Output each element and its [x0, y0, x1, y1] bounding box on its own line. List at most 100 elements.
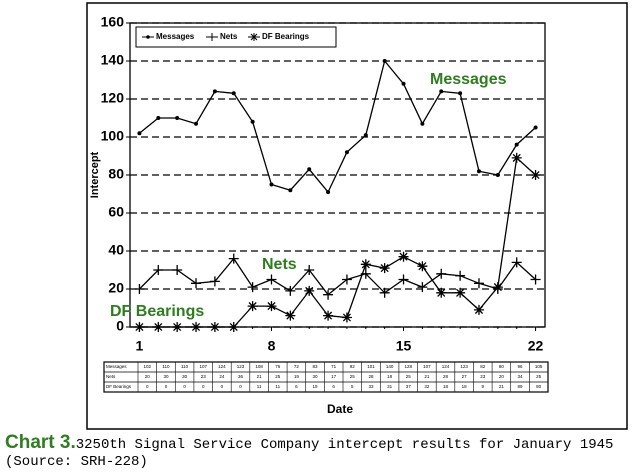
x-tick-label: 22	[528, 338, 544, 354]
table-cell: 30	[163, 374, 169, 379]
table-cell: 11	[257, 384, 262, 389]
table-cell: 30	[313, 374, 319, 379]
x-tick-label: 15	[396, 338, 412, 354]
table-cell: 123	[460, 364, 468, 369]
marker	[212, 89, 217, 94]
legend-label: Messages	[156, 32, 195, 41]
legend-label: DF Bearings	[262, 32, 310, 41]
marker	[341, 274, 352, 285]
y-tick-label: 100	[101, 128, 125, 144]
table-cell: 140	[386, 364, 394, 369]
marker	[269, 182, 274, 187]
line	[139, 156, 537, 328]
marker	[495, 173, 500, 177]
y-tick-label: 120	[101, 90, 125, 106]
table-cell: 110	[162, 364, 170, 369]
marker	[436, 268, 447, 279]
marker	[323, 289, 334, 300]
table-cell: 28	[368, 374, 374, 379]
table-cell: 31	[387, 384, 393, 389]
marker	[473, 304, 484, 315]
table-cell: 23	[201, 374, 207, 379]
marker	[436, 287, 447, 298]
series	[137, 59, 538, 195]
table-cell: 101	[367, 364, 375, 369]
marker	[172, 322, 183, 332]
table-cell: 89	[518, 384, 524, 389]
marker	[153, 322, 164, 332]
marker	[473, 278, 484, 289]
x-tick-label: 1	[136, 338, 144, 354]
table-cell: 6	[295, 384, 298, 389]
marker	[379, 287, 390, 298]
line	[139, 59, 537, 194]
table-cell: 36	[238, 374, 244, 379]
marker	[191, 278, 202, 289]
table-cell: 0	[165, 384, 168, 389]
marker	[266, 301, 277, 312]
marker	[228, 253, 239, 264]
marker	[209, 276, 220, 287]
legend-marker	[146, 35, 150, 39]
table-cell: 105	[535, 364, 543, 369]
table-cell: 21	[257, 374, 263, 379]
table-cell: 21	[499, 384, 505, 389]
marker	[231, 91, 236, 96]
table-cell: 19	[294, 374, 300, 379]
series	[134, 253, 541, 300]
table-cell: 102	[144, 364, 152, 369]
marker	[398, 274, 409, 285]
marker	[455, 287, 466, 298]
table-cell: 30	[182, 374, 188, 379]
table-cell: 37	[406, 384, 412, 389]
table-cell: 71	[331, 364, 337, 369]
y-axis-label: Intercept	[89, 151, 101, 198]
table-cell: 6	[332, 384, 335, 389]
table-cell: 0	[183, 384, 186, 389]
y-tick-label: 40	[108, 242, 124, 258]
line	[138, 257, 537, 296]
table-cell: 0	[239, 384, 242, 389]
caption-label: Chart 3.	[5, 432, 76, 453]
marker	[514, 142, 519, 147]
marker	[134, 284, 145, 294]
table-cell: 75	[275, 364, 281, 369]
marker	[285, 285, 296, 296]
marker	[172, 265, 183, 275]
marker	[266, 274, 277, 285]
marker	[458, 91, 463, 96]
table-cell: 25	[406, 374, 412, 379]
table-cell: 107	[199, 364, 207, 369]
marker	[153, 265, 164, 275]
marker	[511, 152, 522, 163]
legend-marker	[250, 33, 258, 41]
marker	[307, 167, 312, 172]
table-row-label: Messages	[106, 364, 127, 369]
marker	[341, 312, 352, 323]
table-cell: 25	[275, 374, 281, 379]
table-cell: 0	[202, 384, 205, 389]
table-cell: 92	[350, 364, 356, 369]
legend-marker	[208, 33, 216, 41]
table-cell: 124	[442, 364, 450, 369]
marker	[360, 259, 371, 270]
marker	[455, 270, 466, 281]
table-cell: 32	[424, 384, 430, 389]
table-cell: 108	[255, 364, 263, 369]
table-cell: 33	[368, 384, 374, 389]
marker	[420, 121, 425, 126]
marker	[511, 257, 522, 268]
annotation: DF Bearings	[110, 303, 204, 320]
marker	[417, 261, 428, 272]
table-cell: 25	[536, 374, 542, 379]
table-cell: 9	[482, 384, 485, 389]
marker	[156, 116, 161, 120]
marker	[304, 265, 315, 275]
table-cell: 11	[275, 384, 280, 389]
series	[134, 152, 541, 332]
marker	[398, 251, 409, 262]
legend-label: Nets	[220, 32, 238, 41]
